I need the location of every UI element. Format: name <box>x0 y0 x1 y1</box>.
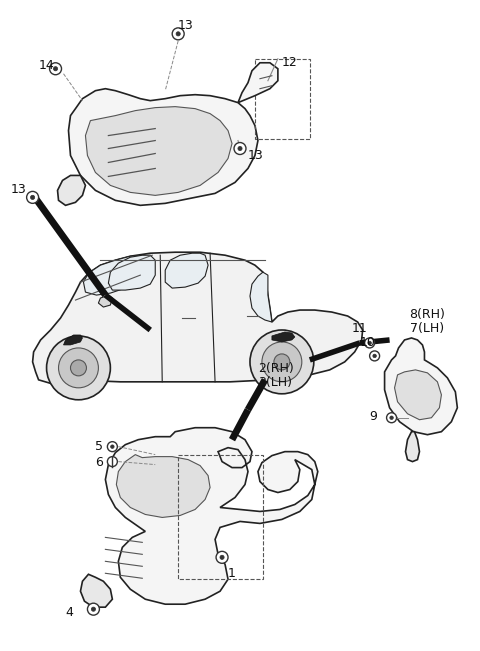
Text: 3(LH): 3(LH) <box>258 376 292 389</box>
Circle shape <box>108 441 117 452</box>
Circle shape <box>220 555 224 559</box>
Circle shape <box>91 607 96 611</box>
Circle shape <box>71 360 86 376</box>
Polygon shape <box>238 62 278 103</box>
Polygon shape <box>108 255 155 290</box>
Polygon shape <box>106 428 318 604</box>
Circle shape <box>108 456 117 467</box>
Polygon shape <box>69 89 258 205</box>
Text: 7(LH): 7(LH) <box>409 322 444 335</box>
Polygon shape <box>165 253 208 288</box>
Polygon shape <box>58 175 85 205</box>
Circle shape <box>176 32 180 36</box>
Circle shape <box>47 336 110 400</box>
Polygon shape <box>116 454 210 518</box>
Circle shape <box>390 416 393 419</box>
Bar <box>178 454 263 579</box>
Text: 13: 13 <box>248 148 264 161</box>
Polygon shape <box>98 295 112 307</box>
Polygon shape <box>384 338 457 435</box>
Bar <box>255 59 310 139</box>
Text: 10: 10 <box>360 336 375 349</box>
Circle shape <box>216 551 228 563</box>
Text: 4: 4 <box>65 606 73 619</box>
Text: 9: 9 <box>370 409 377 422</box>
Circle shape <box>274 354 290 370</box>
Circle shape <box>386 413 396 422</box>
Text: 5: 5 <box>96 439 103 452</box>
Circle shape <box>373 354 376 357</box>
Circle shape <box>370 351 380 361</box>
Circle shape <box>262 342 302 382</box>
Text: 2(RH): 2(RH) <box>258 362 294 375</box>
Polygon shape <box>63 335 83 345</box>
Circle shape <box>31 195 35 199</box>
Circle shape <box>87 603 99 615</box>
Text: 8(RH): 8(RH) <box>409 308 445 321</box>
Circle shape <box>234 143 246 154</box>
Circle shape <box>172 28 184 40</box>
Polygon shape <box>395 370 442 420</box>
Polygon shape <box>33 252 363 388</box>
Text: 13: 13 <box>11 184 26 197</box>
Circle shape <box>59 348 98 388</box>
Text: 12: 12 <box>282 56 298 69</box>
Polygon shape <box>84 255 148 295</box>
Polygon shape <box>272 332 295 342</box>
Polygon shape <box>85 107 232 195</box>
Polygon shape <box>250 272 272 322</box>
Circle shape <box>53 66 58 71</box>
Text: 14: 14 <box>38 59 54 72</box>
Text: 13: 13 <box>177 19 193 32</box>
Text: 1: 1 <box>228 567 236 580</box>
Text: 11: 11 <box>352 322 367 335</box>
Circle shape <box>238 146 242 150</box>
Circle shape <box>110 445 114 449</box>
Circle shape <box>368 341 372 344</box>
Circle shape <box>49 62 61 75</box>
Circle shape <box>250 330 314 394</box>
Text: 6: 6 <box>96 456 103 469</box>
Circle shape <box>365 338 374 348</box>
Polygon shape <box>406 432 420 462</box>
Circle shape <box>26 191 38 203</box>
Polygon shape <box>81 574 112 607</box>
